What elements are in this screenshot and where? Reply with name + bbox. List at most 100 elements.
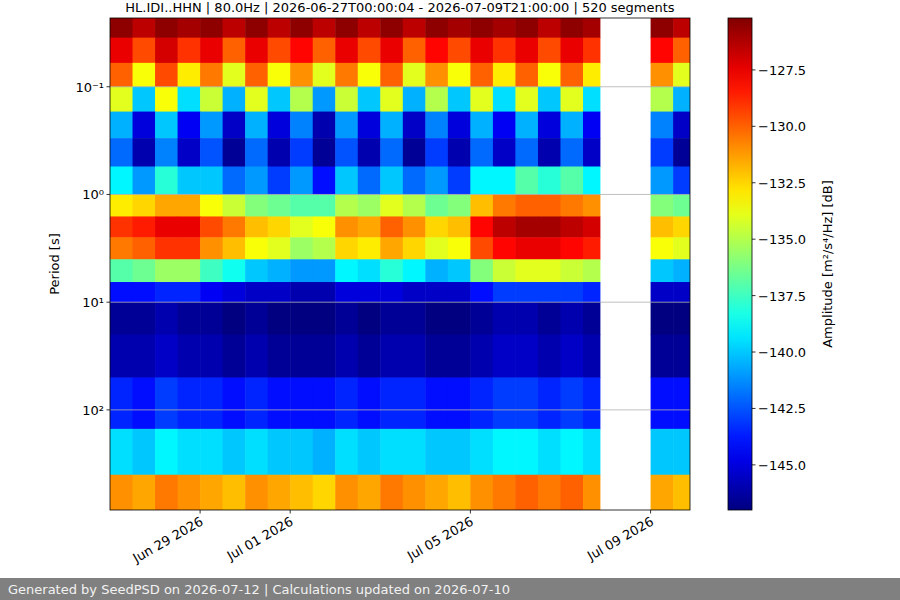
cell [335, 259, 358, 282]
cell [538, 335, 561, 378]
colorbar-tick-label: −140.0 [758, 345, 806, 360]
cell [493, 237, 516, 259]
cell [515, 475, 538, 510]
cell [110, 377, 133, 429]
cell [425, 282, 448, 303]
cell [560, 216, 583, 237]
cell [470, 138, 493, 167]
cell [223, 237, 246, 259]
cell [223, 429, 246, 475]
cell [448, 194, 471, 216]
footer-text: Generated by SeedPSD on 2026-07-12 | Cal… [8, 582, 510, 597]
cell [110, 194, 133, 216]
cell [223, 282, 246, 303]
cell [178, 63, 201, 87]
cell [380, 377, 403, 429]
cell [538, 282, 561, 303]
cell [133, 18, 156, 38]
y-axis-title: Period [s] [47, 233, 62, 295]
cell [268, 63, 291, 87]
cell [178, 216, 201, 237]
cell [425, 87, 448, 112]
cell [673, 282, 690, 303]
cell [651, 429, 674, 475]
cell [470, 302, 493, 335]
cell [515, 138, 538, 167]
cell [651, 475, 674, 510]
cell [268, 377, 291, 429]
cell [223, 377, 246, 429]
cell [178, 87, 201, 112]
cell [470, 194, 493, 216]
cell [380, 87, 403, 112]
cell [313, 38, 336, 64]
colorbar-tick [752, 182, 756, 183]
cell [538, 38, 561, 64]
cell [133, 259, 156, 282]
cell [425, 475, 448, 510]
cell [110, 138, 133, 167]
cell [560, 194, 583, 216]
cell [290, 138, 313, 167]
cell [560, 282, 583, 303]
cell [651, 302, 674, 335]
cell [403, 302, 426, 335]
cell [335, 429, 358, 475]
cell [493, 302, 516, 335]
plot-frame [110, 18, 690, 510]
cell [290, 259, 313, 282]
cell [223, 475, 246, 510]
y-tick-label: 10⁰ [82, 187, 104, 202]
cell [133, 216, 156, 237]
cell [515, 38, 538, 64]
cell [358, 194, 381, 216]
cell [290, 87, 313, 112]
cell [515, 216, 538, 237]
cell [560, 166, 583, 194]
cell [200, 282, 223, 303]
cell [583, 216, 600, 237]
cell [583, 194, 600, 216]
cell [470, 87, 493, 112]
cell [673, 429, 690, 475]
cell [313, 166, 336, 194]
cell [358, 259, 381, 282]
grid-line [110, 409, 690, 410]
cell [313, 237, 336, 259]
cell [200, 112, 223, 139]
cell [245, 302, 268, 335]
cell [515, 377, 538, 429]
cell [425, 259, 448, 282]
cell [673, 237, 690, 259]
cell [673, 87, 690, 112]
cell [515, 87, 538, 112]
cell [493, 259, 516, 282]
cell [560, 335, 583, 378]
cell [425, 335, 448, 378]
cell [223, 166, 246, 194]
colorbar-tick-label: −145.0 [758, 458, 806, 473]
cell [493, 87, 516, 112]
cell [133, 335, 156, 378]
cell [403, 216, 426, 237]
cell [403, 87, 426, 112]
cell [268, 282, 291, 303]
cell [200, 302, 223, 335]
cell [290, 475, 313, 510]
cell [448, 237, 471, 259]
cell [358, 429, 381, 475]
cell [335, 38, 358, 64]
cell [200, 377, 223, 429]
cell [155, 335, 178, 378]
cell [651, 18, 674, 38]
cell [673, 38, 690, 64]
cell [538, 87, 561, 112]
colorbar-tick [752, 352, 756, 353]
cell [448, 216, 471, 237]
cell [448, 259, 471, 282]
cell [110, 112, 133, 139]
cell [515, 18, 538, 38]
cell [245, 216, 268, 237]
cell [515, 166, 538, 194]
cell [425, 18, 448, 38]
